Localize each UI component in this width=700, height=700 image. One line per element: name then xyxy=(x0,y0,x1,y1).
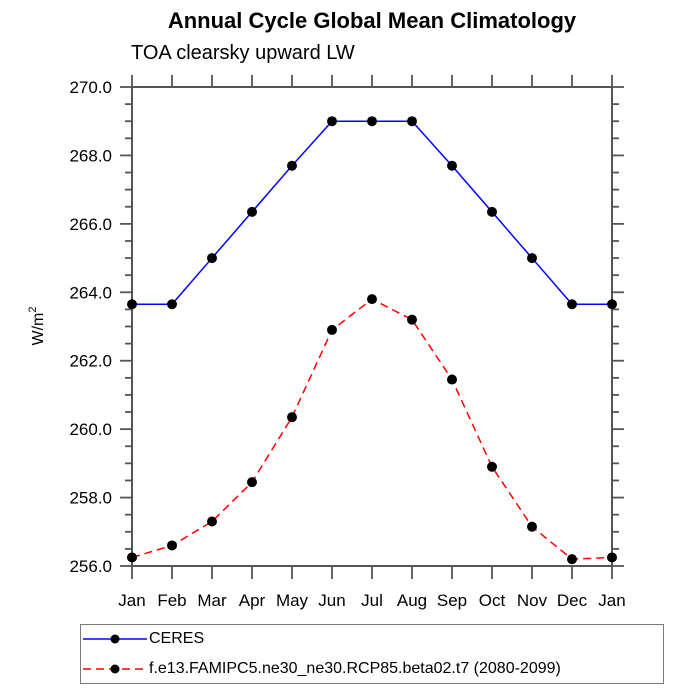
series-marker-0 xyxy=(127,299,137,310)
series-marker-0 xyxy=(487,206,497,217)
series-marker-0 xyxy=(407,116,417,127)
series-marker-0 xyxy=(247,206,257,217)
y-axis-title: W/m2 xyxy=(27,307,47,346)
legend-row-1: f.e13.FAMIPC5.ne30_ne30.RCP85.beta02.t7 … xyxy=(81,654,663,684)
legend-label-0: CERES xyxy=(149,630,205,647)
x-axis-tick-label: Feb xyxy=(157,591,186,610)
x-axis-tick-label: Jan xyxy=(598,591,625,610)
series-line-1 xyxy=(131,298,613,560)
series-marker-1 xyxy=(167,540,177,551)
x-axis-tick-label: Mar xyxy=(197,591,227,610)
y-axis-tick-label: 260.0 xyxy=(69,420,112,439)
series-marker-1 xyxy=(607,552,617,563)
y-axis-tick-label: 268.0 xyxy=(69,146,112,165)
legend-box: CERES f.e13.FAMIPC5.ne30_ne30.RCP85.beta0… xyxy=(80,624,664,684)
x-axis-tick-label: May xyxy=(276,591,309,610)
series-marker-0 xyxy=(607,299,617,310)
series-marker-1 xyxy=(447,374,457,385)
x-axis-tick-label: Nov xyxy=(517,591,548,610)
x-axis-tick-label: Jan xyxy=(118,591,145,610)
y-axis-tick-label: 266.0 xyxy=(69,215,112,234)
series-marker-0 xyxy=(207,253,217,264)
series-marker-1 xyxy=(207,516,217,527)
series-marker-1 xyxy=(407,314,417,325)
legend-row-0: CERES xyxy=(81,624,663,654)
series-marker-0 xyxy=(287,160,297,171)
series-marker-1 xyxy=(327,324,337,335)
chart-subtitle: TOA clearsky upward LW xyxy=(131,42,355,64)
legend-line-sample-0 xyxy=(83,634,147,644)
x-axis-tick-label: Oct xyxy=(479,591,506,610)
chart-canvas: Jan Feb Mar Apr May Jun Jul Aug Sep Oct Nov Dec Jan 2… xyxy=(27,75,626,610)
series-marker-1 xyxy=(287,412,297,423)
series-marker-0 xyxy=(447,160,457,171)
y-axis-tick-label: 258.0 xyxy=(69,489,112,508)
x-axis-tick-label: Sep xyxy=(437,591,467,610)
series-line-0 xyxy=(132,120,612,306)
legend-marker-icon xyxy=(110,664,120,674)
series-marker-1 xyxy=(367,294,377,305)
y-axis-tick-label: 264.0 xyxy=(69,283,112,302)
y-axis-tick-label: 262.0 xyxy=(69,352,112,371)
series-marker-1 xyxy=(127,552,137,563)
legend-marker-icon xyxy=(110,634,120,644)
x-axis-tick-label: Dec xyxy=(557,591,588,610)
series-marker-0 xyxy=(327,116,337,127)
series-marker-1 xyxy=(567,554,577,565)
x-axis-tick-label: Aug xyxy=(397,591,427,610)
series-marker-1 xyxy=(487,461,497,472)
y-axis-tick-label: 256.0 xyxy=(69,557,112,576)
y-axis-tick-label: 270.0 xyxy=(69,78,112,97)
legend-line-sample-1 xyxy=(83,664,147,674)
x-axis-tick-label: Jul xyxy=(361,591,383,610)
series-marker-1 xyxy=(527,521,537,532)
series-marker-0 xyxy=(527,253,537,264)
series-marker-0 xyxy=(167,299,177,310)
legend-label-1: f.e13.FAMIPC5.ne30_ne30.RCP85.beta02.t7 … xyxy=(149,660,561,677)
x-axis-tick-label: Apr xyxy=(239,591,266,610)
series-marker-0 xyxy=(567,299,577,310)
x-axis-tick-label: Jun xyxy=(318,591,345,610)
series-marker-1 xyxy=(247,477,257,488)
plot-frame xyxy=(131,86,613,567)
chart-title: Annual Cycle Global Mean Climatology xyxy=(167,8,577,33)
series-marker-0 xyxy=(367,116,377,127)
